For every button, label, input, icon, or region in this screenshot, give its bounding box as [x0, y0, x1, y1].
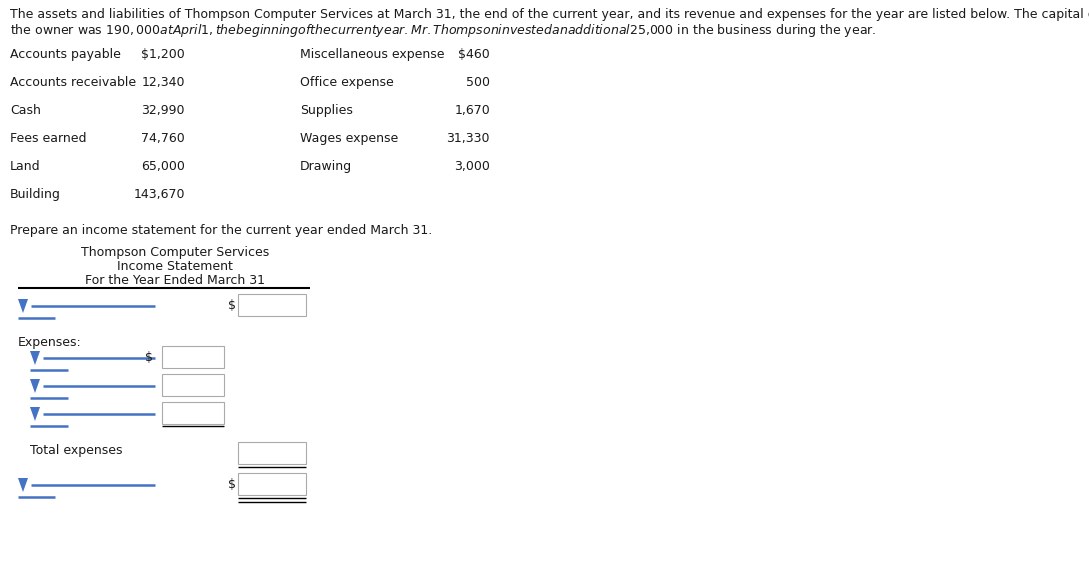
Text: $: $ — [145, 351, 152, 364]
Text: Office expense: Office expense — [299, 76, 394, 89]
Text: Wages expense: Wages expense — [299, 132, 399, 145]
Text: 500: 500 — [466, 76, 490, 89]
Text: Cash: Cash — [10, 104, 41, 117]
Bar — [238, 294, 306, 316]
Text: 3,000: 3,000 — [454, 160, 490, 173]
Text: 74,760: 74,760 — [142, 132, 185, 145]
Text: Building: Building — [10, 188, 61, 201]
Text: Income Statement: Income Statement — [117, 260, 233, 273]
Bar — [238, 473, 306, 495]
Bar — [238, 442, 306, 464]
Text: 32,990: 32,990 — [142, 104, 185, 117]
Text: 12,340: 12,340 — [142, 76, 185, 89]
Polygon shape — [19, 478, 28, 492]
Text: 1,670: 1,670 — [454, 104, 490, 117]
Text: For the Year Ended March 31: For the Year Ended March 31 — [85, 274, 265, 287]
Bar — [162, 374, 224, 396]
Text: Drawing: Drawing — [299, 160, 352, 173]
Bar — [162, 402, 224, 424]
Text: 65,000: 65,000 — [142, 160, 185, 173]
Text: the owner was $190,000 at April 1, the beginning of the current year. Mr. Thomps: the owner was $190,000 at April 1, the b… — [10, 22, 877, 39]
Text: $: $ — [228, 478, 236, 491]
Polygon shape — [19, 299, 28, 313]
Text: $1,200: $1,200 — [142, 48, 185, 61]
Polygon shape — [30, 379, 40, 393]
Text: 31,330: 31,330 — [446, 132, 490, 145]
Text: Thompson Computer Services: Thompson Computer Services — [81, 246, 269, 259]
Text: Expenses:: Expenses: — [19, 336, 82, 349]
Bar — [162, 346, 224, 368]
Text: Land: Land — [10, 160, 40, 173]
Text: The assets and liabilities of Thompson Computer Services at March 31, the end of: The assets and liabilities of Thompson C… — [10, 8, 1089, 21]
Text: Total expenses: Total expenses — [30, 444, 122, 457]
Text: Fees earned: Fees earned — [10, 132, 86, 145]
Text: $460: $460 — [458, 48, 490, 61]
Polygon shape — [30, 407, 40, 421]
Text: 143,670: 143,670 — [134, 188, 185, 201]
Polygon shape — [30, 351, 40, 365]
Text: Miscellaneous expense: Miscellaneous expense — [299, 48, 444, 61]
Text: Supplies: Supplies — [299, 104, 353, 117]
Text: Accounts payable: Accounts payable — [10, 48, 121, 61]
Text: Accounts receivable: Accounts receivable — [10, 76, 136, 89]
Text: Prepare an income statement for the current year ended March 31.: Prepare an income statement for the curr… — [10, 224, 432, 237]
Text: $: $ — [228, 299, 236, 312]
